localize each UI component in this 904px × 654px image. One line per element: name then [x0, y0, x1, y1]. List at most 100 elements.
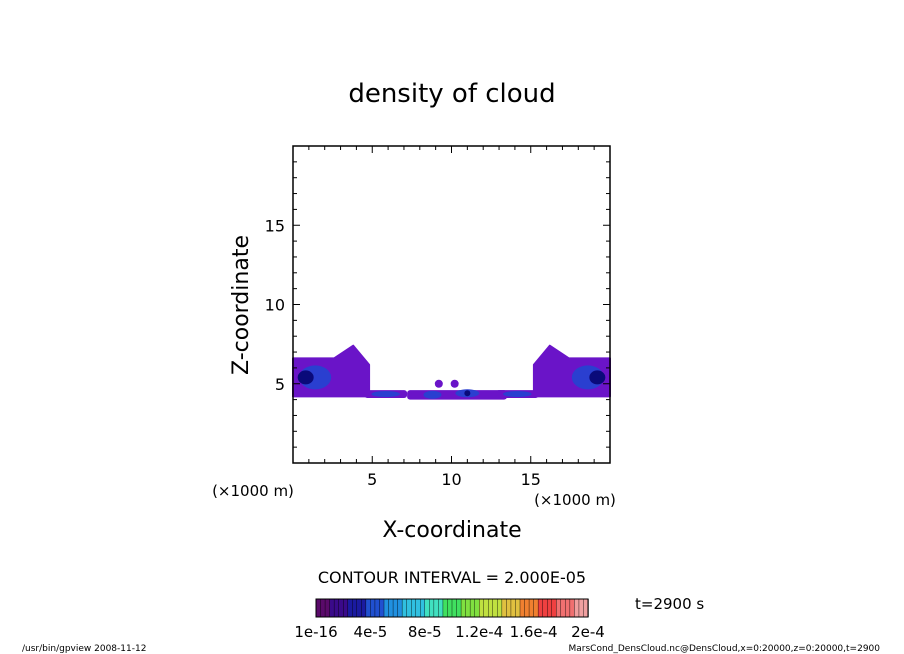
colorbar-cell	[320, 598, 326, 618]
colorbar-cell	[401, 598, 408, 618]
colorbar-cell	[528, 598, 535, 618]
colorbar-cell	[565, 598, 571, 618]
colorbar-cell	[343, 598, 349, 618]
colorbar-cell	[329, 598, 335, 618]
colorbar-cell	[492, 598, 499, 618]
x-tick-label: 5	[367, 470, 377, 489]
colorbar-cell	[506, 598, 512, 618]
colorbar-cell	[451, 598, 458, 618]
colorbar-cell	[365, 598, 372, 618]
colorbar-cell	[383, 598, 390, 618]
cloud-core	[371, 391, 400, 398]
colorbar-cell	[569, 598, 576, 618]
colorbar-tick-label: 4e-5	[354, 623, 388, 641]
colorbar-cell	[429, 598, 435, 618]
colorbar-labels: 1e-16 4e-5 8e-5 1.2e-4 1.6e-4 2e-4	[294, 623, 605, 641]
colorbar-cell	[415, 598, 421, 618]
colorbar-tick-label: 1e-16	[294, 623, 337, 641]
colorbar-cell	[392, 598, 399, 618]
colorbar-cell	[510, 598, 517, 618]
colorbar-cell	[574, 598, 580, 618]
y-tick-label: 5	[275, 375, 285, 394]
footer-right: MarsCond_DensCloud.nc@DensCloud,x=0:2000…	[569, 644, 881, 654]
cloud-peak	[589, 370, 606, 385]
colorbar-cell	[406, 598, 412, 618]
contour-interval-label: CONTOUR INTERVAL = 2.000E-05	[318, 568, 586, 587]
colorbar-cell	[433, 598, 440, 618]
colorbar-cell	[379, 598, 385, 618]
colorbar-cell	[483, 598, 489, 618]
colorbar-cell	[356, 598, 363, 618]
colorbar-cell	[424, 598, 431, 618]
colorbar-cell	[442, 598, 449, 618]
colorbar-cell	[456, 598, 462, 618]
colorbar-cell	[488, 598, 494, 618]
cloud-core	[423, 390, 442, 399]
colorbar-cell	[519, 598, 526, 618]
colorbar-cell	[533, 598, 539, 618]
colorbar-cell	[578, 598, 585, 618]
colorbar-cell	[469, 598, 476, 618]
y-tick-label: 10	[265, 296, 285, 315]
x-tick-label: 15	[521, 470, 541, 489]
colorbar-cell	[315, 598, 322, 618]
plot-frame	[292, 145, 611, 464]
colorbar-tick-label: 1.6e-4	[510, 623, 558, 641]
colorbar-cell	[551, 598, 557, 618]
colorbar-cell	[537, 598, 544, 618]
cloud-region	[364, 390, 408, 399]
colorbar-cell	[352, 598, 358, 618]
time-label: t=2900 s	[635, 595, 704, 613]
colorbar-cell	[474, 598, 480, 618]
colorbar	[315, 598, 589, 618]
colorbar-cell	[374, 598, 381, 618]
colorbar-cell	[479, 598, 485, 618]
colorbar-cell	[388, 598, 394, 618]
colorbar-cell	[515, 598, 521, 618]
colorbar-cell	[333, 598, 340, 618]
colorbar-tick-label: 8e-5	[408, 623, 442, 641]
colorbar-cell	[397, 598, 403, 618]
colorbar-cell	[524, 598, 530, 618]
colorbar-cell	[465, 598, 471, 618]
chart-title: density of cloud	[348, 79, 555, 109]
footer-left: /usr/bin/gpview 2008-11-12	[22, 644, 146, 654]
colorbar-cell	[361, 598, 367, 618]
colorbar-cell	[542, 598, 548, 618]
cloud-region	[495, 390, 539, 399]
colorbar-tick-label: 2e-4	[571, 623, 605, 641]
cloud-region	[292, 344, 371, 398]
colorbar-cell	[438, 598, 444, 618]
colorbar-cell	[324, 598, 331, 618]
colorbar-cell	[338, 598, 344, 618]
colorbar-cell	[547, 598, 553, 618]
x-unit-right: (×1000 m)	[534, 491, 616, 509]
colorbar-cell	[370, 598, 376, 618]
cloud-region	[407, 379, 507, 400]
colorbar-tick-label: 1.2e-4	[455, 623, 503, 641]
cloud-peak	[297, 370, 314, 385]
axis-ticks: 5 10 15 5 10 15	[265, 146, 610, 489]
colorbar-cell	[347, 598, 353, 618]
x-unit-left: (×1000 m)	[212, 482, 294, 500]
cloud-peak	[464, 390, 471, 397]
colorbar-cell	[460, 598, 467, 618]
colorbar-cell	[560, 598, 567, 618]
cloud-core	[503, 391, 532, 398]
x-axis-label: X-coordinate	[382, 518, 521, 543]
y-axis-label: Z-coordinate	[229, 235, 254, 375]
cloud-bump	[450, 379, 459, 388]
plot-area	[292, 344, 611, 400]
x-tick-label: 10	[441, 470, 461, 489]
colorbar-cell	[501, 598, 508, 618]
y-tick-label: 15	[265, 216, 285, 235]
colorbar-cell	[447, 598, 453, 618]
colorbar-cell	[556, 598, 562, 618]
colorbar-cell	[420, 598, 426, 618]
cloud-bump	[434, 379, 443, 388]
colorbar-cell	[497, 598, 503, 618]
cloud-region	[532, 344, 611, 398]
colorbar-frame	[315, 598, 589, 618]
colorbar-cell	[411, 598, 417, 618]
